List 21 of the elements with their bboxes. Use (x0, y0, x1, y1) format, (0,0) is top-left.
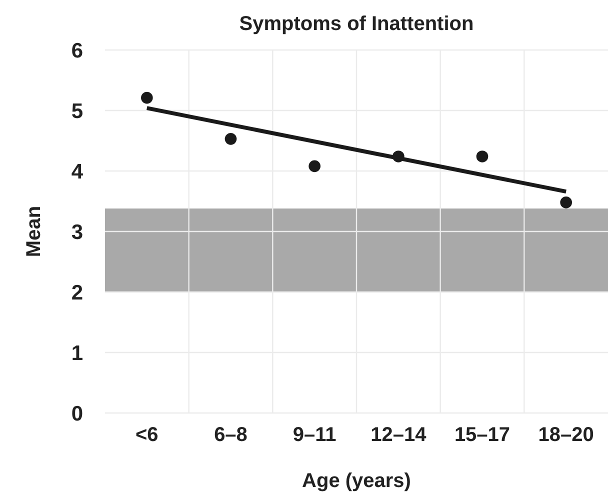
x-axis-title: Age (years) (302, 470, 411, 492)
point (141, 92, 153, 104)
x-tick-label: 18–20 (538, 424, 594, 446)
y-axis-title: Mean (23, 206, 45, 258)
y-tick-label: 1 (71, 342, 84, 365)
x-tick-label: 12–14 (370, 424, 428, 446)
x-tick-label: <6 (136, 424, 158, 446)
y-tick-label: 4 (71, 160, 84, 184)
y-tick-label: 3 (71, 220, 83, 244)
point (476, 150, 488, 162)
x-tick-label: 9–11 (292, 424, 336, 446)
y-tick-label: 5 (71, 100, 84, 123)
point (308, 160, 320, 172)
point (560, 196, 572, 208)
chart-title: Symptoms of Inattention (239, 13, 474, 35)
x-tick-label: 6–8 (214, 424, 248, 446)
x-tick-label: 15–17 (454, 424, 510, 446)
y-tick-label: 0 (71, 402, 83, 426)
y-tick-label: 2 (71, 281, 83, 304)
y-tick-label: 6 (71, 39, 83, 62)
point (224, 133, 237, 145)
